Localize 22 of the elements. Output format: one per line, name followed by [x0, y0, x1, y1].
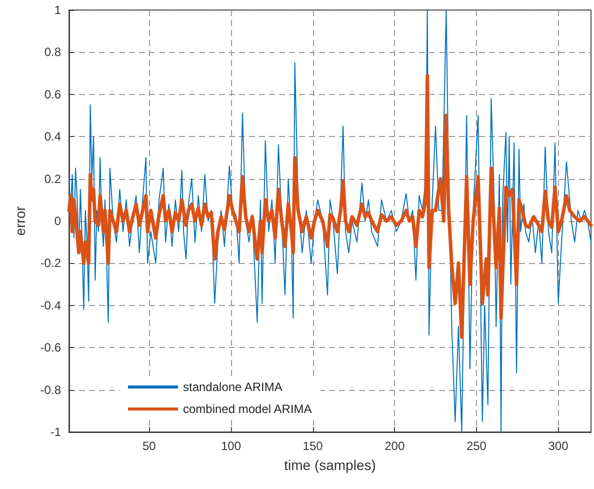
y-tick-label: 0.2: [44, 172, 62, 186]
y-tick-label: 0.6: [44, 87, 62, 102]
y-tick-label: 0: [54, 214, 62, 228]
legend-label: combined model ARIMA: [183, 402, 312, 416]
line-series: [67, 74, 593, 339]
x-tick-label: 100: [220, 439, 242, 453]
x-tick-label: 250: [466, 439, 487, 453]
y-tick-label: -0.4: [40, 298, 62, 312]
x-axis-title: time (samples): [284, 457, 376, 473]
y-tick-label: -1: [50, 425, 62, 439]
legend-label: standalone ARIMA: [183, 380, 282, 394]
x-tick-label: 150: [302, 439, 324, 453]
y-tick-label: -0.6: [40, 340, 62, 355]
y-tick-label: 0.4: [44, 130, 62, 144]
x-tick-label: 200: [384, 439, 405, 453]
y-tick-label: 1: [54, 3, 62, 17]
y-tick-label: -0.2: [40, 256, 62, 270]
y-tick-label: 0.8: [44, 45, 62, 60]
x-tick-label: 50: [142, 439, 156, 453]
x-tick-label: 300: [548, 439, 569, 453]
y-tick-label: -0.8: [40, 382, 62, 397]
y-axis-title: error: [12, 206, 28, 236]
